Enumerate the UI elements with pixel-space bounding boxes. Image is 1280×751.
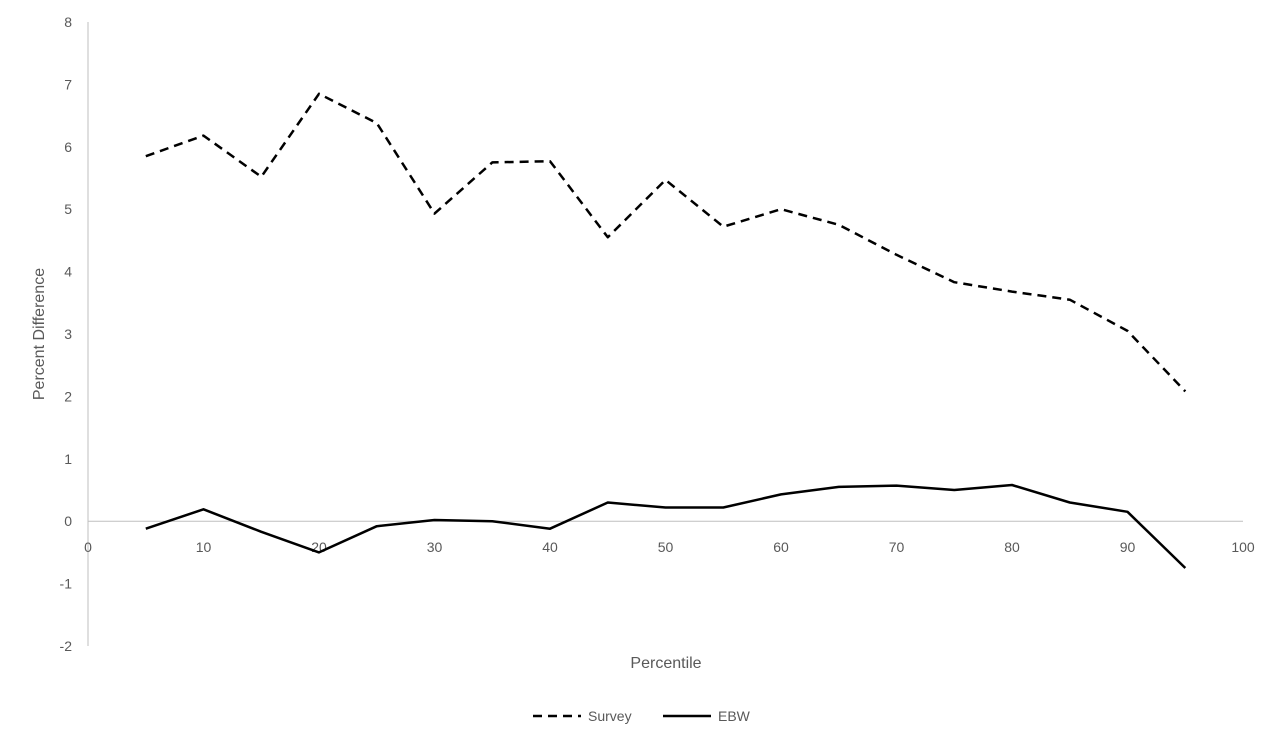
y-tick-label: 4 — [64, 264, 72, 280]
x-tick-label: 10 — [196, 539, 212, 555]
y-tick-label: 5 — [64, 201, 72, 217]
x-tick-label: 0 — [84, 539, 92, 555]
y-tick-label: 7 — [64, 76, 72, 92]
x-tick-label: 100 — [1231, 539, 1255, 555]
y-tick-label: 6 — [64, 139, 72, 155]
y-axis-title: Percent Difference — [31, 268, 48, 400]
x-tick-label: 40 — [542, 539, 558, 555]
y-tick-label: 3 — [64, 326, 72, 342]
series-lines — [145, 92, 1187, 569]
y-tick-label: 8 — [64, 14, 72, 30]
x-tick-label: 90 — [1120, 539, 1136, 555]
series-line-ebw — [145, 483, 1187, 569]
legend-label-survey: Survey — [588, 708, 632, 724]
y-tick-label: 2 — [64, 388, 72, 404]
x-tick-label: 80 — [1004, 539, 1020, 555]
y-tick-label: -1 — [60, 576, 73, 592]
y-tick-label: 0 — [64, 513, 72, 529]
y-tick-label: 1 — [64, 451, 72, 467]
legend: Survey EBW — [533, 708, 751, 724]
series-line-survey — [145, 92, 1187, 393]
axes — [87, 22, 1243, 646]
x-tick-label: 30 — [427, 539, 443, 555]
y-tick-label: -2 — [60, 638, 73, 654]
x-axis-title: Percentile — [630, 655, 701, 672]
x-tick-label: 50 — [658, 539, 674, 555]
legend-label-ebw: EBW — [718, 708, 751, 724]
x-tick-label: 70 — [889, 539, 905, 555]
x-tick-label: 60 — [773, 539, 789, 555]
